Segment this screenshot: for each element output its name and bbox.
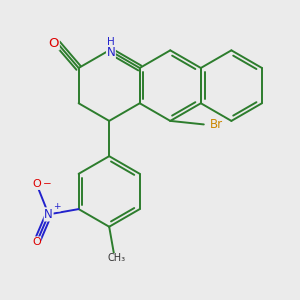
Text: N: N: [44, 208, 53, 221]
Text: Br: Br: [210, 118, 223, 131]
Text: H: H: [107, 37, 115, 46]
Text: O: O: [32, 237, 41, 247]
Text: +: +: [53, 202, 60, 211]
Text: O: O: [49, 37, 59, 50]
Text: −: −: [43, 179, 51, 189]
Text: O: O: [32, 179, 41, 189]
Text: CH₃: CH₃: [107, 254, 125, 263]
Text: N: N: [106, 46, 115, 59]
